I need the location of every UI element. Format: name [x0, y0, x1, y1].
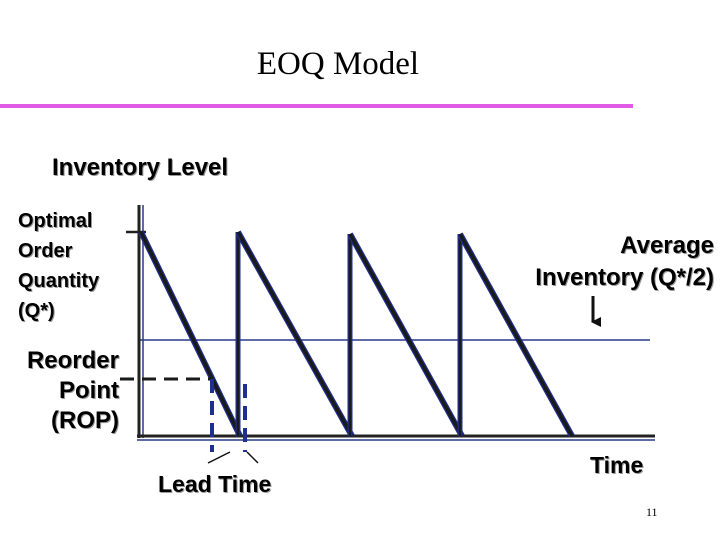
title-underline	[0, 104, 633, 108]
sawtooth-cycles	[138, 230, 575, 438]
q-label-line-1: Optimal	[18, 210, 93, 232]
page-number: 11	[646, 505, 658, 519]
q-label-line-4: (Q*)	[18, 300, 55, 322]
lead-time-arrows	[207, 451, 259, 464]
reorder-point-label: Reorder Point (ROP)	[27, 346, 119, 436]
cycle-1	[138, 230, 243, 438]
lead-time-label: Lead Time	[158, 471, 272, 497]
slide-title: EOQ Model	[256, 46, 420, 82]
x-axis-label: Time	[590, 452, 644, 478]
cycle-4	[457, 232, 575, 438]
cycle-2	[235, 230, 355, 438]
rop-label-line-2: Point	[59, 377, 119, 404]
average-inventory-label: Average Inventory (Q*/2)	[535, 230, 714, 294]
cycle-3	[347, 232, 465, 438]
rop-label-line-3: (ROP)	[51, 407, 119, 434]
reorder-point-guides	[120, 377, 247, 452]
q-label-line-3: Quantity	[18, 270, 100, 292]
rop-label-line-1: Reorder	[26, 347, 119, 374]
optimal-order-quantity-label: Optimal Order Quantity (Q*)	[18, 206, 99, 326]
y-axis-label: Inventory Level	[52, 154, 229, 181]
avg-label-line-1: Average	[620, 232, 714, 259]
q-label-line-2: Order	[18, 240, 73, 262]
avg-label-line-2: Inventory (Q*/2)	[535, 264, 714, 291]
